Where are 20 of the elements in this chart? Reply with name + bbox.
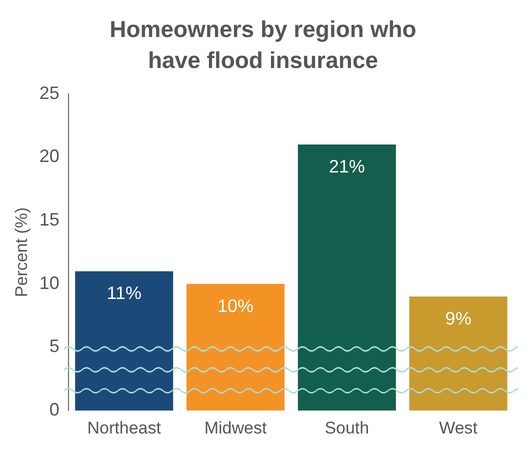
bar — [75, 271, 174, 411]
data-label: 10% — [218, 296, 254, 316]
x-tick-label: Northeast — [87, 418, 162, 438]
bar — [298, 144, 396, 411]
y-tick-label: 20 — [39, 146, 60, 166]
x-tick-label: South — [324, 418, 370, 438]
x-tick-label: West — [439, 418, 478, 438]
y-tick-label: 25 — [39, 82, 60, 103]
y-tick-label: 15 — [39, 209, 60, 230]
data-label: 11% — [106, 283, 142, 304]
data-label: 21% — [328, 156, 365, 176]
bar — [409, 296, 508, 411]
x-tick-label: Midwest — [204, 418, 267, 438]
y-tick-label: 10 — [39, 272, 60, 293]
bar — [186, 284, 285, 411]
y-tick-label: 5 — [49, 336, 60, 356]
data-label: 9% — [445, 308, 472, 329]
y-axis-title: Percent (%) — [12, 207, 31, 298]
chart-title: Homeowners by region who have flood insurance — [108, 15, 418, 75]
y-tick-label: 0 — [49, 400, 60, 420]
